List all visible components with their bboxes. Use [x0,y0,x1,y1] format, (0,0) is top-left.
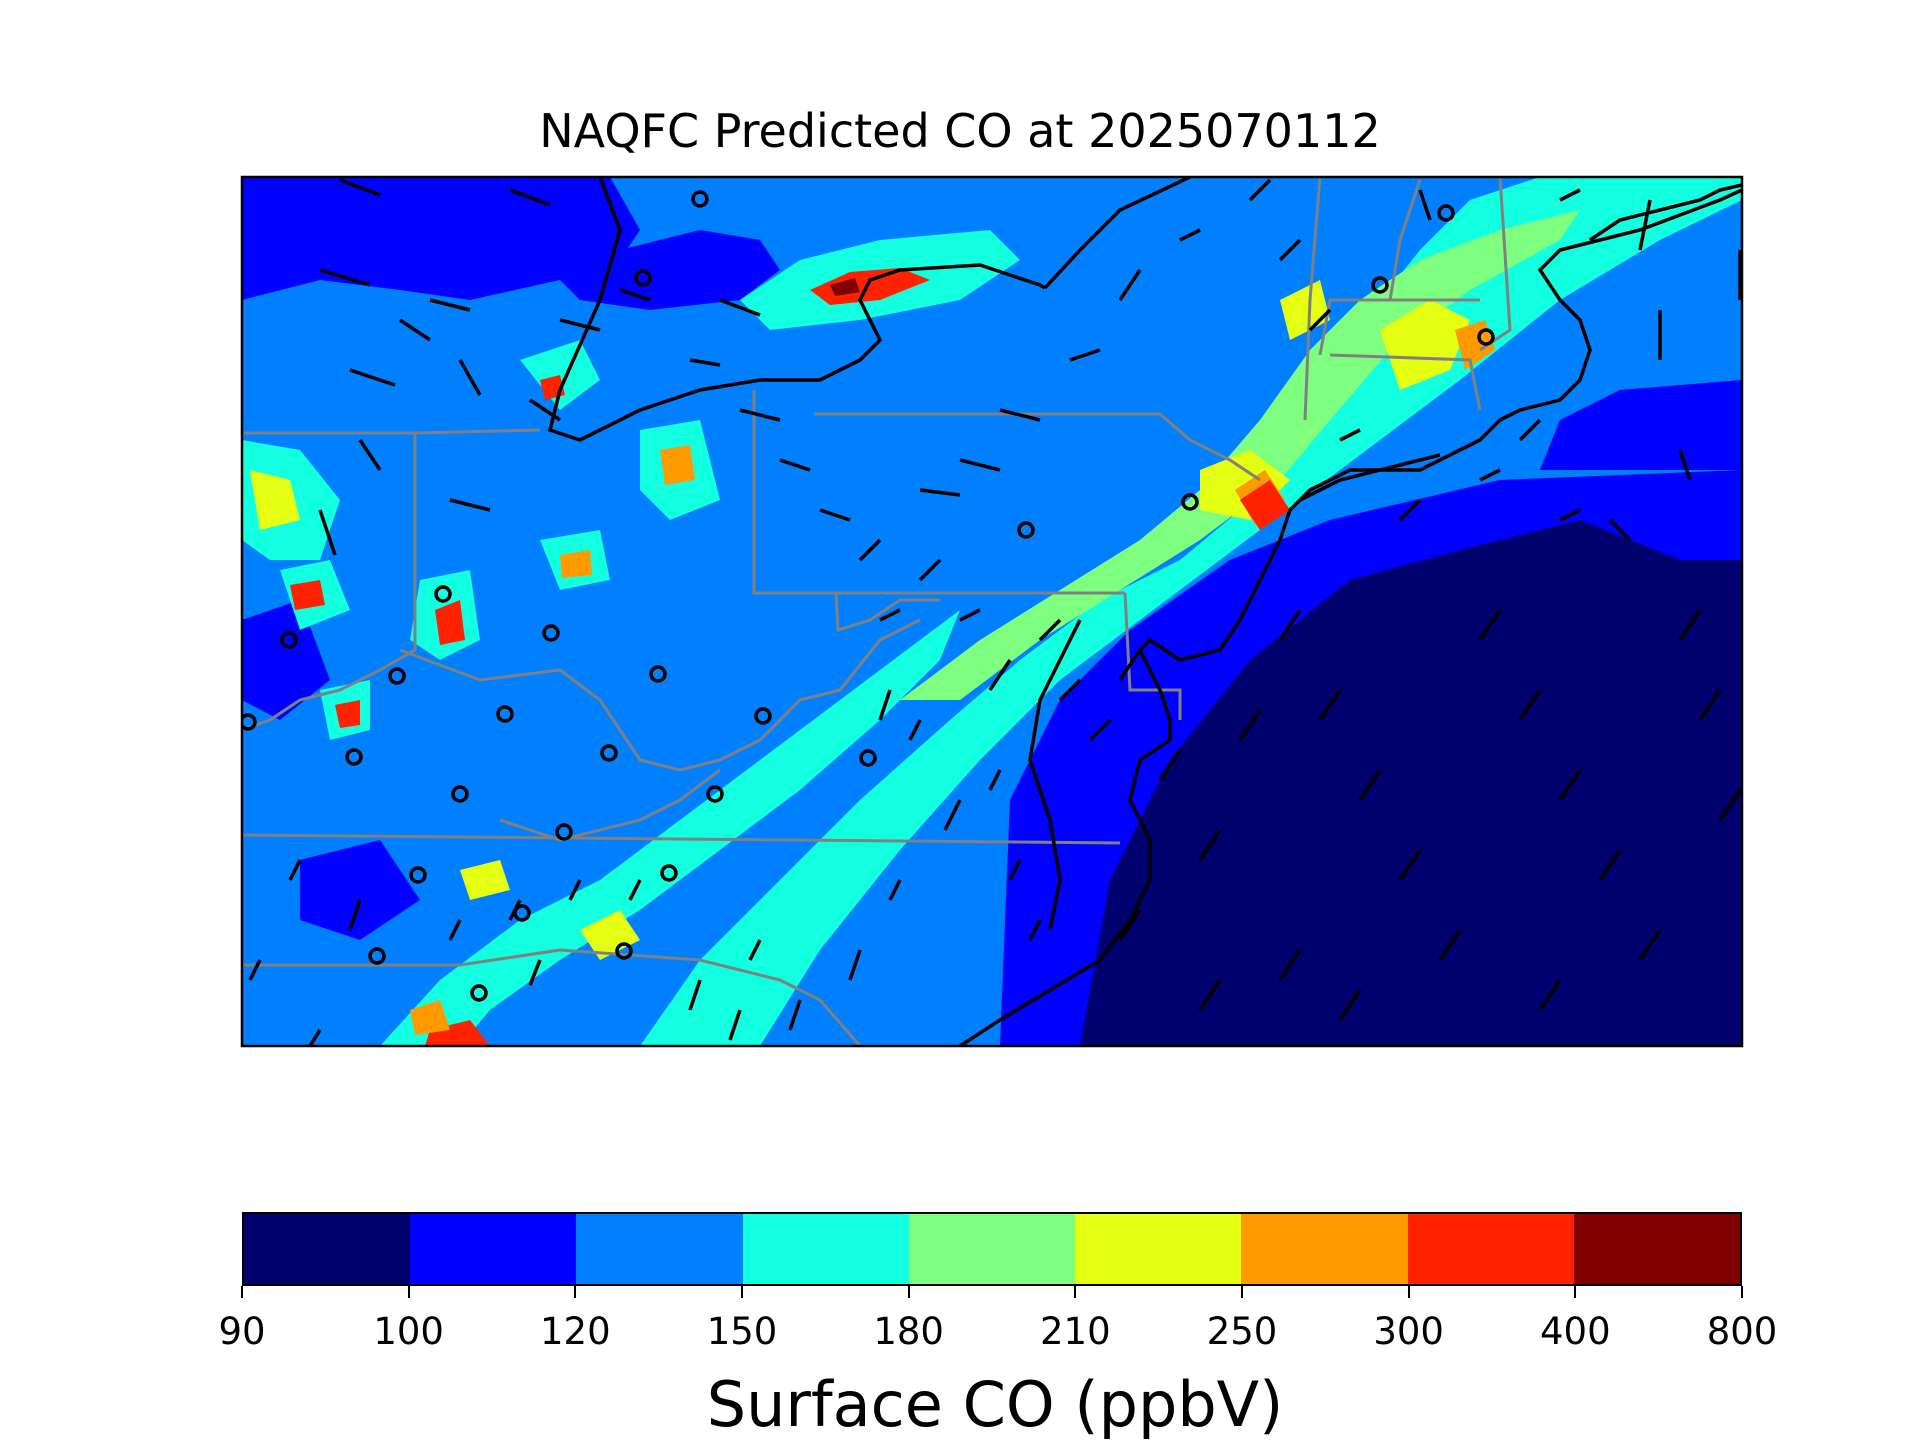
colorbar-tick-label: 90 [218,1310,266,1353]
colorbar-segment [1573,1214,1740,1284]
appalachian-yellow [580,910,640,960]
kentucky-patch-red [335,700,360,728]
lakes-low-co-region [560,230,780,310]
colorbar-tick-label: 180 [873,1310,944,1353]
colorbar-segment [244,1214,411,1284]
south-red-patch [425,1020,490,1046]
colorbar-tick [1574,1286,1577,1298]
erie-patch-orange [660,445,695,485]
northeast-yellow [1280,280,1330,340]
colorbar [242,1212,1742,1286]
new-england-yellow [1380,300,1470,390]
colorbar-tick [1074,1286,1077,1298]
colorbar-tick [407,1286,410,1298]
state-boundaries [242,177,1512,1046]
nyc-red [1240,480,1290,530]
i95-corridor-cyan [640,177,1742,1046]
colorbar-tick-label: 120 [540,1310,611,1353]
wind-barbs [248,178,1742,1046]
colorbar-tick-label: 800 [1706,1310,1778,1353]
colorbar-tick [1741,1286,1743,1298]
ocean-very-low-co-region [1080,520,1742,1046]
colorbar-tick [574,1286,577,1298]
colorbar-tick [1241,1286,1243,1298]
colorbar-tick-label: 100 [373,1310,444,1353]
colorbar-tick-label: 300 [1373,1310,1444,1353]
ohio-valley-orange [560,550,592,578]
boston-orange [1455,320,1495,370]
south-low-co-region [300,840,420,940]
appalachian-band [380,610,960,1046]
colorbar-segment [1241,1214,1408,1284]
map-frame [240,175,1744,1048]
west-patch-2-red [290,580,325,610]
lake-ontario-red [810,268,930,305]
colorbar-segment [908,1214,1076,1284]
colorbar-tick-label: 150 [706,1310,778,1353]
colorbar-label: Surface CO (ppbV) [706,1368,1284,1441]
colorbar-tick [1407,1286,1410,1298]
monitoring-sites [242,190,1495,1002]
colorbar-tick [741,1286,743,1298]
colorbar-tick [241,1286,243,1298]
colorbar-tick [907,1286,910,1298]
west-patch-1-yellow [250,470,300,530]
colorbar-segment [576,1214,743,1284]
north-low-co-region [242,177,640,300]
appalachian-yellow-2 [460,860,510,900]
colorbar-segment [410,1214,577,1284]
colorbar-tick-label: 210 [1040,1310,1111,1353]
coastlines [547,177,1742,1046]
southwest-low-co-region [242,600,330,720]
colorbar-tick-label: 250 [1206,1310,1278,1353]
northeast-low-co-region [1540,380,1742,470]
colorbar-segment [1075,1214,1242,1284]
south-orange-patch [410,1000,450,1035]
colorbar-segment [742,1214,909,1284]
colorbar-segment [1407,1214,1574,1284]
colorbar-tick-label: 400 [1540,1310,1611,1353]
lake-ontario-darkred [830,278,860,296]
plot-title: NAQFC Predicted CO at 2025070112 [539,104,1381,158]
ohio-patch-red [435,600,465,645]
